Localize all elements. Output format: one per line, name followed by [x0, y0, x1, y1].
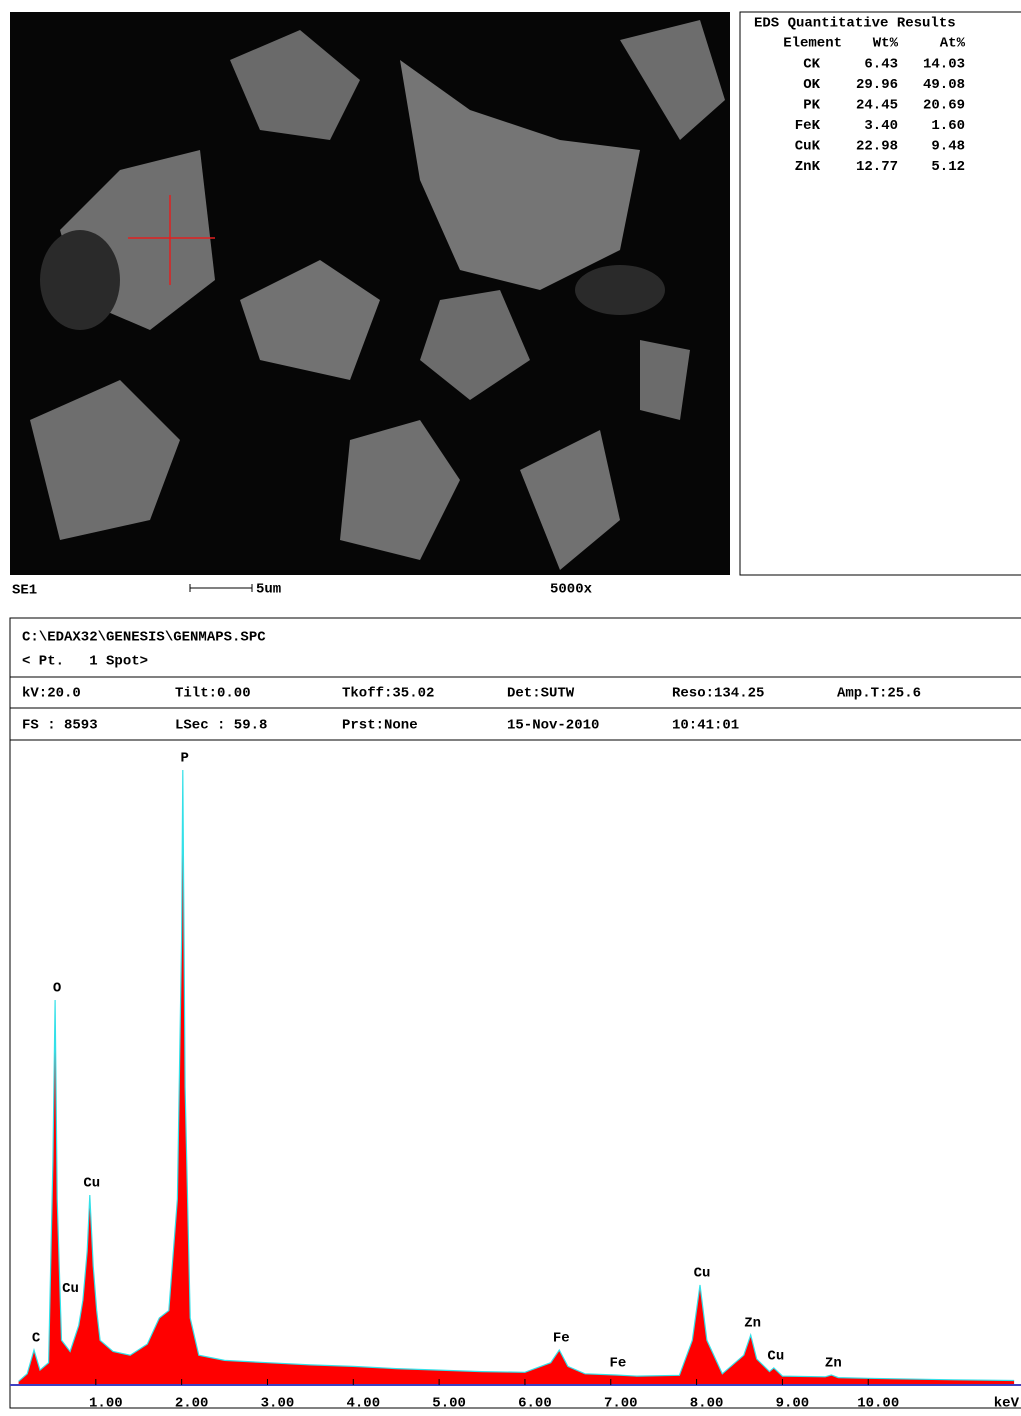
x-tick-label: 7.00 [604, 1396, 638, 1412]
x-tick-label: 8.00 [690, 1396, 724, 1412]
column-header: Wt% [873, 36, 899, 52]
particle-cluster [575, 265, 665, 315]
param: Reso:134.25 [672, 686, 764, 702]
peak-label: Zn [744, 1316, 761, 1332]
file-path: C:\EDAX32\GENESIS\GENMAPS.SPC [22, 630, 266, 646]
table-cell: 14.03 [923, 57, 965, 73]
table-cell: ZnK [795, 159, 821, 175]
peak-label: Cu [767, 1349, 784, 1365]
table-cell: 5.12 [931, 159, 965, 175]
table-cell: 1.60 [931, 118, 965, 134]
table-cell: CuK [795, 139, 821, 155]
x-tick-label: 9.00 [776, 1396, 810, 1412]
peak-label: Cu [83, 1176, 100, 1192]
results-box [740, 12, 1021, 575]
param: Tilt:0.00 [175, 686, 251, 702]
param: 15-Nov-2010 [507, 718, 599, 734]
page: EDS Quantitative Results SE1 5um 5000x C… [0, 0, 1021, 1416]
peak-label: P [181, 751, 189, 767]
peak-label: Fe [553, 1331, 570, 1347]
table-cell: 49.08 [923, 77, 965, 93]
table-cell: 20.69 [923, 98, 965, 114]
x-axis-label: keV [994, 1396, 1020, 1412]
param: Det:SUTW [507, 686, 575, 702]
particle-cluster [40, 230, 120, 330]
x-tick-label: 4.00 [346, 1396, 380, 1412]
table-cell: 9.48 [931, 139, 965, 155]
table-cell: 3.40 [864, 118, 898, 134]
x-tick-label: 10.00 [857, 1396, 899, 1412]
magnification: 5000x [550, 582, 593, 598]
table-cell: 24.45 [856, 98, 898, 114]
param: kV:20.0 [22, 686, 81, 702]
param: FS : 8593 [22, 718, 98, 734]
x-tick-label: 3.00 [261, 1396, 295, 1412]
peak-label: O [53, 981, 61, 997]
peak-label: Cu [694, 1266, 711, 1282]
peak-label: C [32, 1331, 41, 1347]
peak-label: Zn [825, 1356, 842, 1372]
param: Amp.T:25.6 [837, 686, 921, 702]
x-tick-label: 6.00 [518, 1396, 552, 1412]
spectrum-area [19, 770, 1015, 1385]
table-cell: FeK [795, 118, 821, 134]
scale-label: 5um [256, 582, 281, 598]
table-cell: OK [803, 77, 820, 93]
results-title: EDS Quantitative Results [754, 16, 956, 32]
spectrum-frame [10, 618, 1021, 1408]
table-cell: 6.43 [864, 57, 898, 73]
table-cell: 22.98 [856, 139, 898, 155]
x-tick-label: 2.00 [175, 1396, 209, 1412]
table-cell: CK [803, 57, 820, 73]
peak-label: Fe [610, 1356, 627, 1372]
x-tick-label: 5.00 [432, 1396, 466, 1412]
table-cell: PK [803, 98, 820, 114]
column-header: Element [783, 36, 842, 52]
param: 10:41:01 [672, 718, 739, 734]
sem-image [10, 12, 730, 575]
table-cell: 29.96 [856, 77, 898, 93]
peak-label: Cu [62, 1281, 79, 1297]
point-label: < Pt. 1 Spot> [22, 654, 148, 670]
x-tick-label: 1.00 [89, 1396, 123, 1412]
param: LSec : 59.8 [175, 718, 267, 734]
param: Tkoff:35.02 [342, 686, 434, 702]
detector-label: SE1 [12, 583, 37, 599]
param: Prst:None [342, 718, 418, 734]
spectrum-outline [19, 770, 1015, 1381]
table-cell: 12.77 [856, 159, 898, 175]
column-header: At% [940, 36, 966, 52]
